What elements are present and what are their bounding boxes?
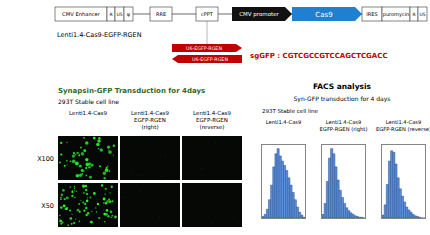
svg-text:EGFP-RGEN: EGFP-RGEN (134, 117, 166, 123)
svg-text:Lenti1.4-Cas9: Lenti1.4-Cas9 (193, 110, 231, 116)
svg-text:Lenti1.4-Cas9: Lenti1.4-Cas9 (326, 119, 362, 125)
svg-text:puromycin: puromycin (383, 11, 409, 18)
svg-text:(reverse): (reverse) (200, 124, 225, 130)
svg-text:sgGFP : CGTCGCCGTCCAGCTCGACC: sgGFP : CGTCGCCGTCCAGCTCGACC (250, 52, 388, 60)
svg-text:(right): (right) (141, 124, 158, 131)
svg-text:U6-EGFP-RGEN: U6-EGFP-RGEN (186, 46, 222, 51)
svg-text:ψ: ψ (127, 11, 131, 18)
svg-text:Synapsin-GFP Transduction for: Synapsin-GFP Transduction for 4days (58, 87, 205, 95)
svg-text:IRES: IRES (366, 11, 377, 17)
svg-text:U6-EGFP-RGEN: U6-EGFP-RGEN (192, 57, 228, 62)
svg-text:Cas9: Cas9 (315, 11, 332, 19)
svg-text:X100: X100 (37, 155, 54, 163)
svg-text:CMV Enhancer: CMV Enhancer (62, 11, 101, 17)
svg-text:Lenti1.4-Cas9-EGFP-RGEN: Lenti1.4-Cas9-EGFP-RGEN (57, 31, 142, 39)
svg-text:RRE: RRE (156, 11, 166, 17)
svg-text:R: R (109, 12, 112, 17)
svg-text:CMV promoter: CMV promoter (239, 11, 279, 18)
svg-text:U5: U5 (116, 12, 122, 17)
svg-text:X50: X50 (41, 202, 54, 210)
svg-text:EGFP-RGEN (right): EGFP-RGEN (right) (320, 126, 368, 133)
svg-text:293T Stable cell line: 293T Stable cell line (58, 98, 119, 105)
svg-text:FACS analysis: FACS analysis (313, 82, 372, 91)
svg-text:Lenti1.4-Cas9: Lenti1.4-Cas9 (69, 110, 107, 116)
svg-text:Lenti1.4-Cas9: Lenti1.4-Cas9 (386, 119, 422, 125)
svg-text:Syn-GFP transduction for 4 day: Syn-GFP transduction for 4 days (294, 95, 391, 103)
svg-text:EGFP-RGEN: EGFP-RGEN (196, 117, 228, 123)
svg-text:293T Stable cell line: 293T Stable cell line (262, 108, 319, 114)
svg-text:Lenti1.4-Cas9: Lenti1.4-Cas9 (131, 110, 169, 116)
svg-text:EGFP-RGEN (reverse): EGFP-RGEN (reverse) (376, 126, 430, 132)
svg-text:R: R (412, 12, 415, 17)
svg-text:cPPT: cPPT (201, 11, 214, 17)
svg-text:U5: U5 (419, 12, 425, 17)
svg-text:Lenti1.4-Cas9: Lenti1.4-Cas9 (266, 119, 302, 125)
